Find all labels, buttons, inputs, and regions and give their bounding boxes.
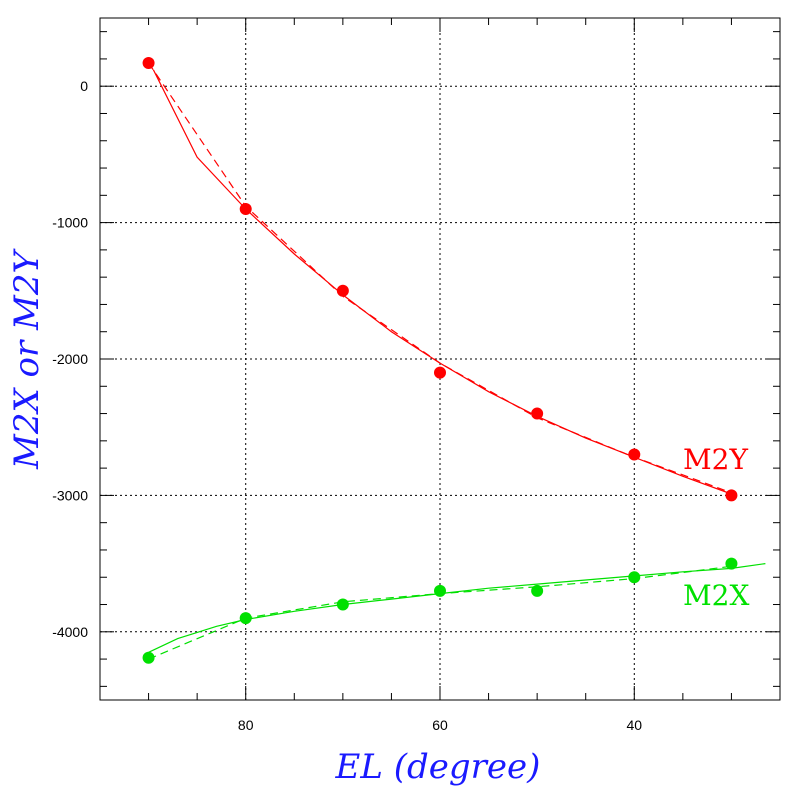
y-tick-label: -2000 xyxy=(52,351,88,367)
data-point-m2y xyxy=(434,366,446,379)
x-tick-labels: 80 60 40 xyxy=(238,717,642,733)
data-point-m2y xyxy=(239,202,252,215)
data-point-m2x xyxy=(142,651,155,664)
y-tick-label: -3000 xyxy=(52,487,88,503)
series-m2x xyxy=(142,557,766,664)
x-tick-label: 60 xyxy=(432,717,448,733)
axis-ticks xyxy=(99,18,781,700)
data-point-m2x xyxy=(239,612,252,625)
y-tick-label: 0 xyxy=(80,78,88,94)
data-point-m2x xyxy=(725,557,738,570)
data-point-m2y xyxy=(336,284,349,297)
data-point-m2y xyxy=(531,407,544,420)
y-tick-label: -1000 xyxy=(52,215,88,231)
series-label-m2x: M2X xyxy=(683,579,749,612)
data-point-m2x xyxy=(434,584,446,597)
y-tick-label: -4000 xyxy=(52,624,88,640)
series-m2y xyxy=(142,57,738,502)
data-point-m2y xyxy=(725,489,738,502)
series-label-m2y: M2Y xyxy=(683,443,748,476)
grid xyxy=(100,18,780,700)
data-point-m2y xyxy=(142,57,155,70)
series-layer xyxy=(142,57,766,664)
fit-line-solid-m2x xyxy=(148,563,766,653)
data-point-m2x xyxy=(336,598,349,611)
x-tick-label: 80 xyxy=(238,717,254,733)
fit-line-dashed-m2x xyxy=(148,565,732,660)
y-axis-title: M2X or M2Y xyxy=(7,248,47,470)
data-point-m2x xyxy=(531,584,544,597)
fit-line-solid-m2y xyxy=(152,69,732,495)
y-tick-labels: 0 -1000 -2000 -3000 -4000 xyxy=(52,78,88,640)
x-tick-label: 40 xyxy=(626,717,642,733)
x-axis-title: EL (degree) xyxy=(335,747,541,787)
data-point-m2x xyxy=(628,571,641,584)
data-point-m2y xyxy=(628,448,641,461)
